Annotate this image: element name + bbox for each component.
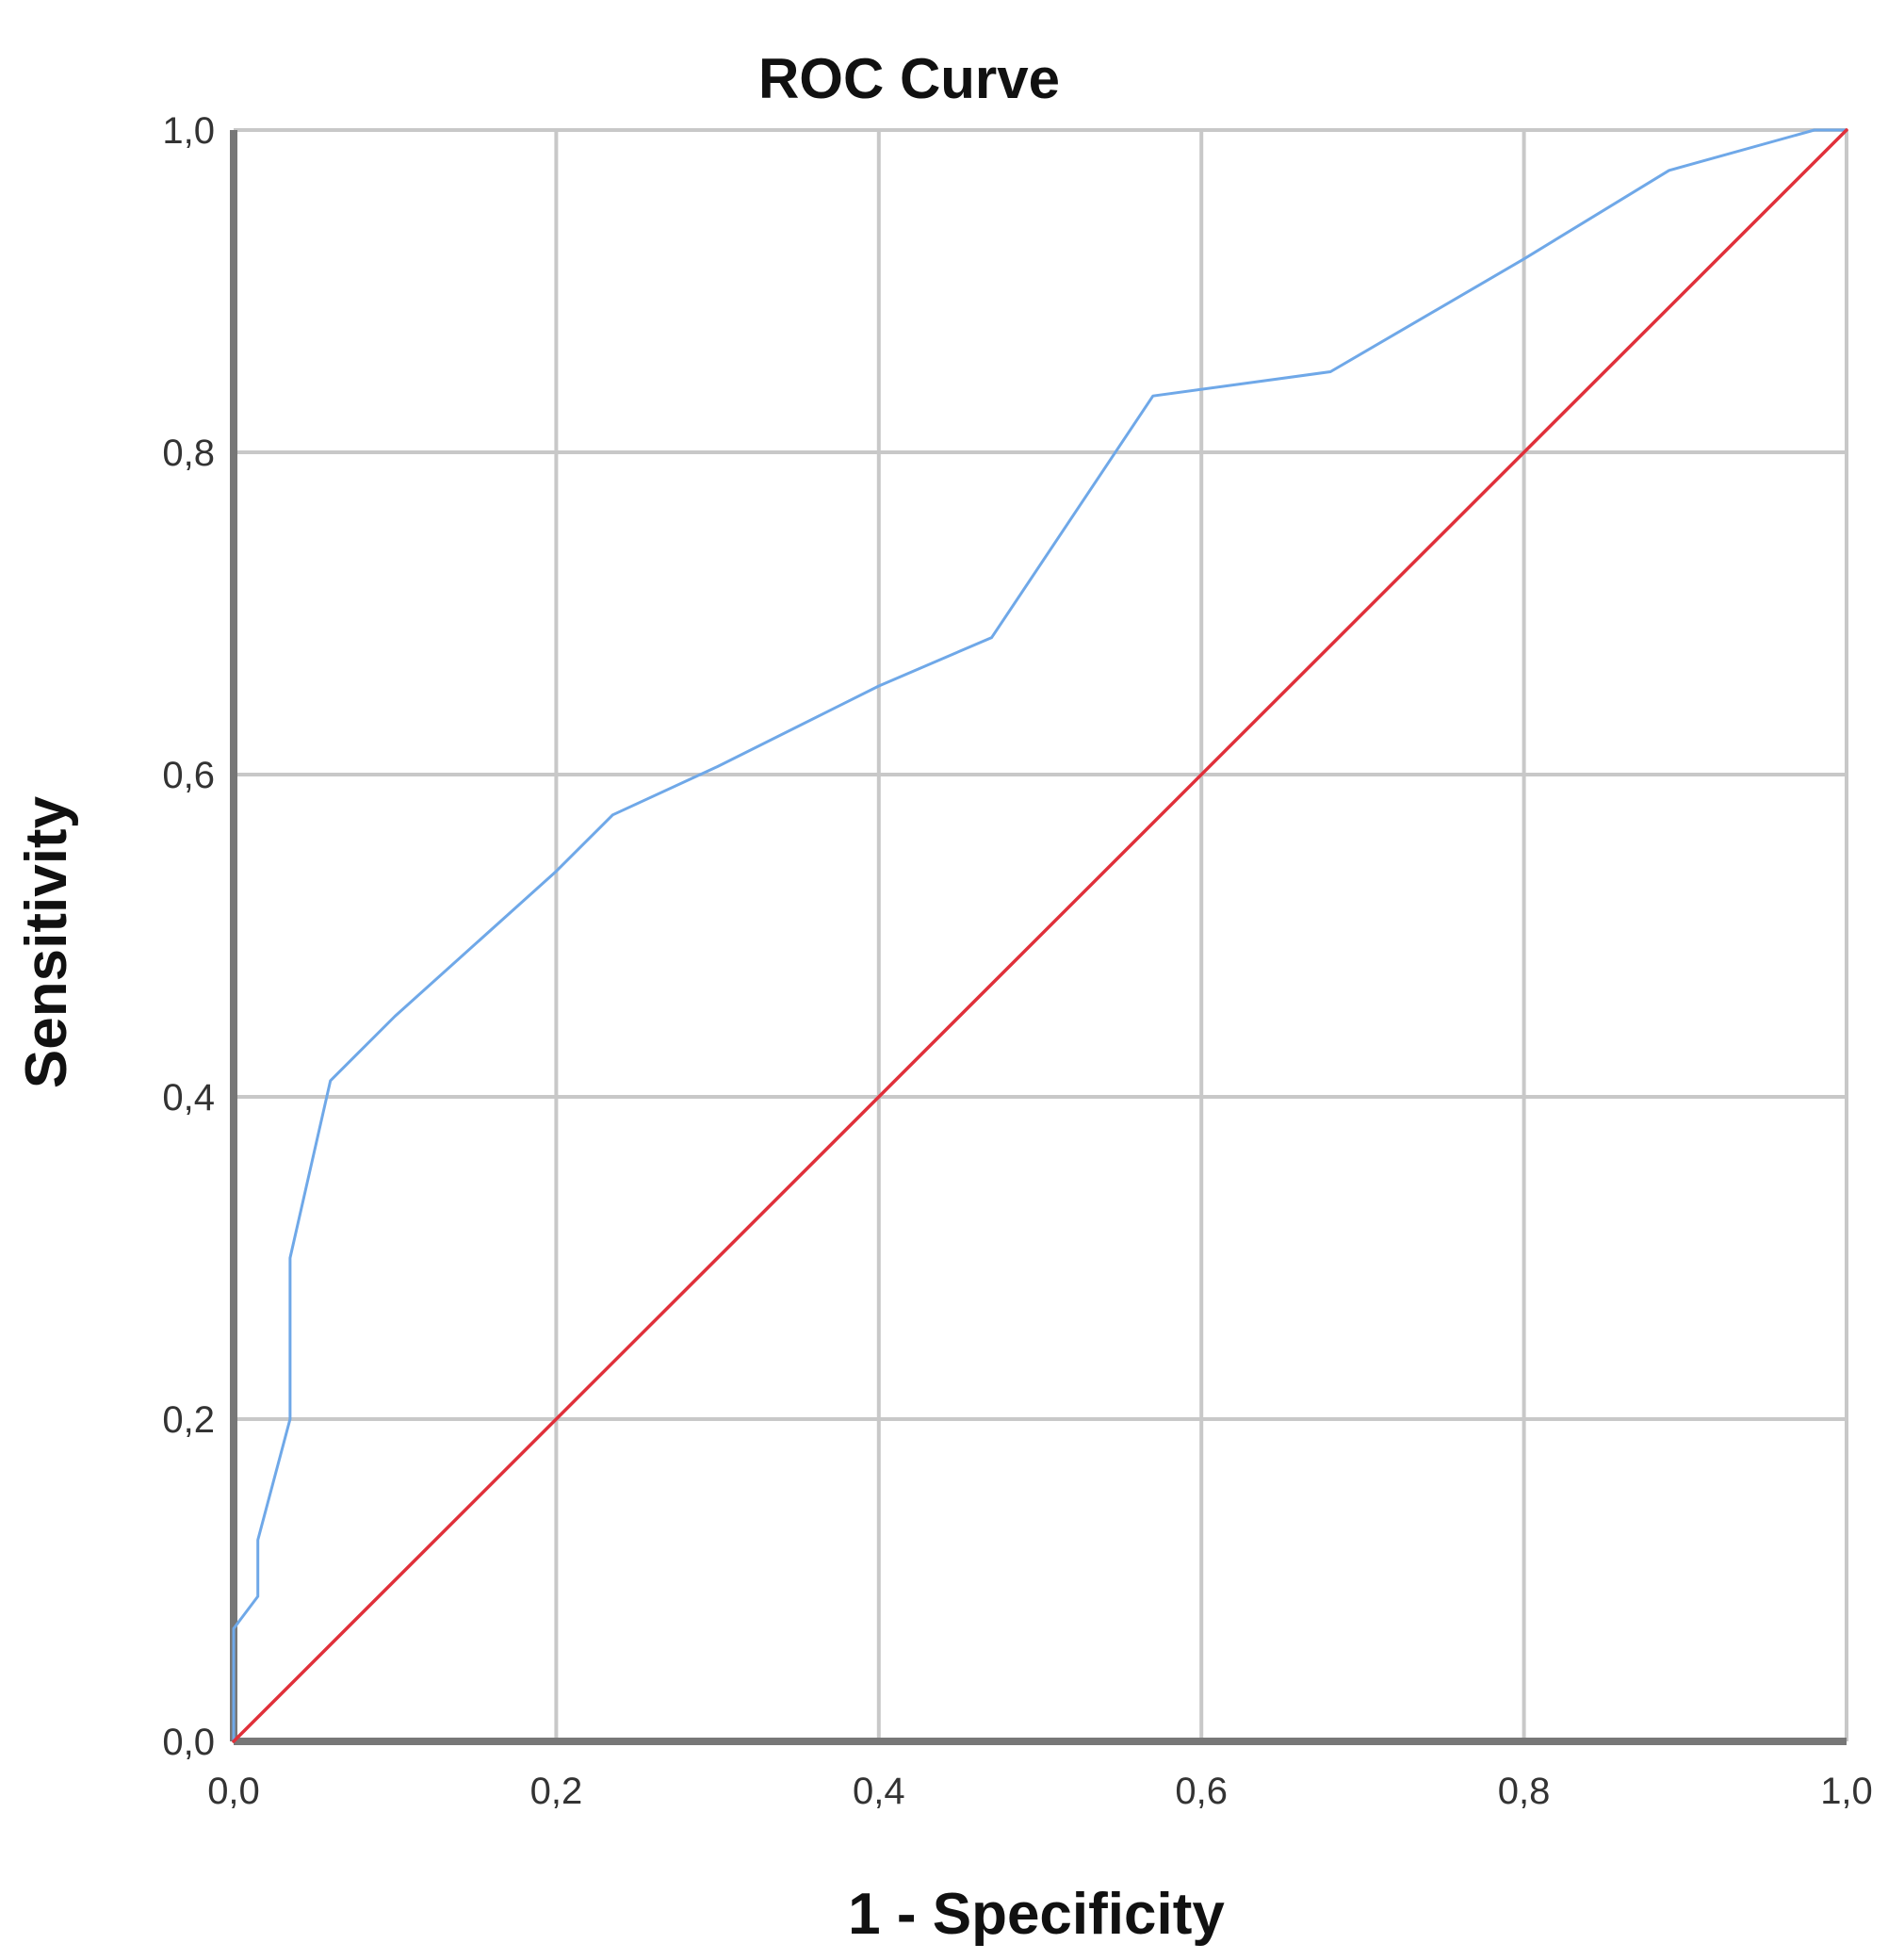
y-axis-title: Sensitivity (14, 795, 79, 1088)
roc-curve-line (232, 128, 1848, 1743)
chart-title: ROC Curve (758, 47, 1060, 110)
tick-labels: 0,0 0,2 0,4 0,6 0,8 1,0 0,0 0,2 0,4 0,6 0,8 1,0 (162, 110, 1872, 1812)
grid (234, 128, 1848, 1741)
reference-line (232, 128, 1848, 1743)
x-axis-title: 1 - Specificity (848, 1882, 1225, 1947)
x-tick-label: 1,0 (1820, 1771, 1873, 1812)
y-tick-label: 0,0 (162, 1722, 215, 1763)
y-tick-label: 0,2 (162, 1399, 215, 1441)
axes (230, 130, 1847, 1745)
x-tick-label: 0,0 (207, 1771, 260, 1812)
x-tick-label: 0,4 (853, 1771, 905, 1812)
series-lines (232, 128, 1848, 1743)
y-tick-label: 0,4 (162, 1077, 215, 1119)
x-tick-label: 0,8 (1498, 1771, 1551, 1812)
y-tick-label: 0,8 (162, 433, 215, 474)
x-tick-label: 0,6 (1175, 1771, 1228, 1812)
y-tick-label: 0,6 (162, 755, 215, 796)
x-tick-label: 0,2 (530, 1771, 583, 1812)
y-tick-label: 1,0 (162, 110, 215, 152)
